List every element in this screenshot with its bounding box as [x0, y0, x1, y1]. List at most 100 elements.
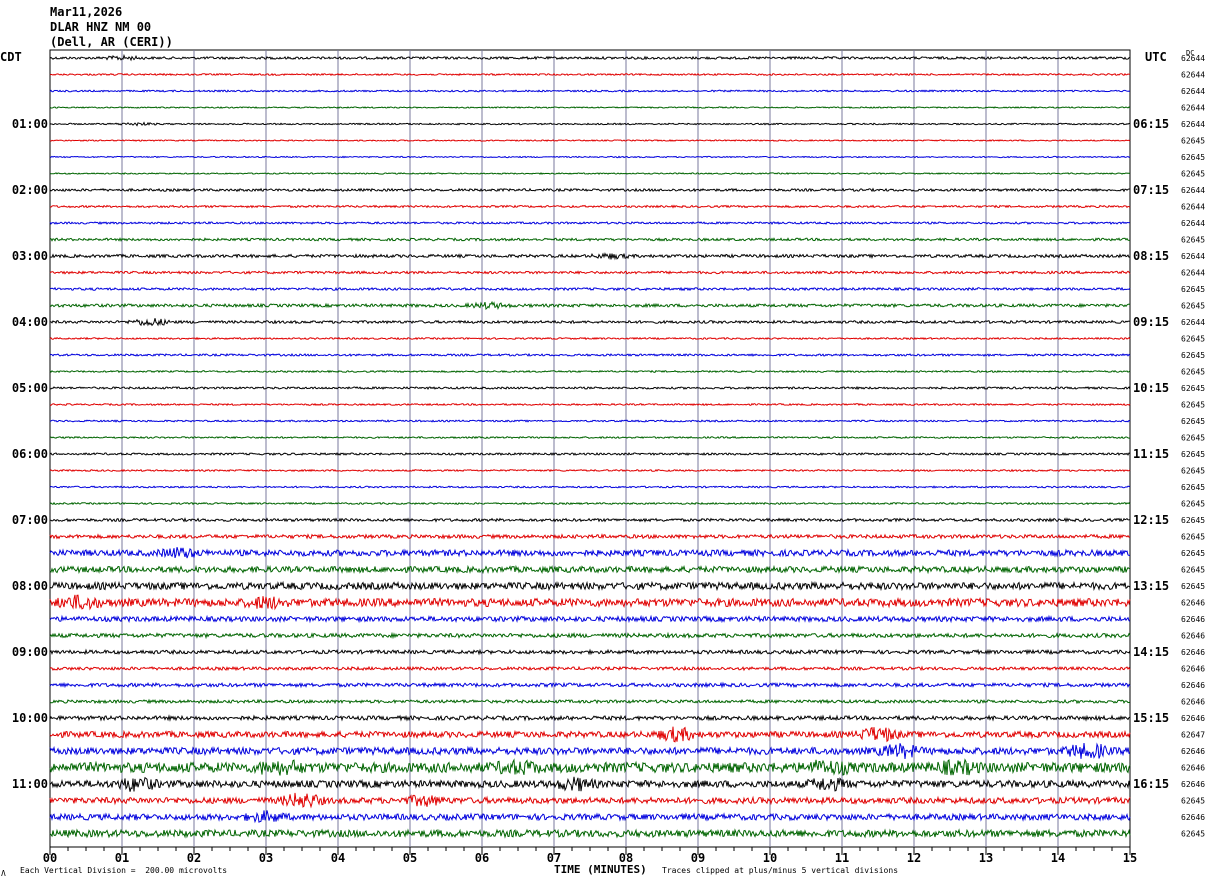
dc-offset-label: 62645	[1181, 500, 1205, 509]
dc-offset-label: 62644	[1181, 252, 1205, 261]
dc-offset-label: 62646	[1181, 599, 1205, 608]
trace-2	[49, 89, 1131, 93]
right-hour-label: 07:15	[1133, 183, 1169, 197]
dc-offset-label: 62646	[1181, 780, 1205, 789]
dc-offset-label: 62646	[1181, 681, 1205, 690]
x-tick-label: 12	[907, 851, 921, 865]
x-tick-label: 00	[43, 851, 57, 865]
dc-offset-labels: 62644 62644 62644 62644 62644 62645 62645 62645…	[1181, 54, 1205, 839]
dc-offset-label: 62645	[1181, 302, 1205, 311]
dc-offset-label: 62645	[1181, 566, 1205, 575]
dc-offset-label: 62644	[1181, 71, 1205, 80]
x-tick-label: 08	[619, 851, 633, 865]
dc-offset-label: 62646	[1181, 648, 1205, 657]
trace-24	[49, 452, 1131, 457]
dc-header-label: DC	[1186, 49, 1195, 57]
dc-offset-label: 62645	[1181, 236, 1205, 245]
trace-19	[49, 369, 1131, 374]
trace-12	[49, 252, 1131, 261]
left-hour-label: 09:00	[12, 645, 48, 659]
hour-labels: 01:00 02:00 03:00 04:00 05:00 06:00 07:00 08:00…	[12, 117, 1169, 791]
dc-offset-label: 62645	[1181, 368, 1205, 377]
dc-offset-label: 62645	[1181, 549, 1205, 558]
left-timezone-label: CDT	[0, 50, 22, 64]
dc-offset-label: 62645	[1181, 516, 1205, 525]
left-hour-label: 05:00	[12, 381, 48, 395]
trace-31	[49, 564, 1131, 575]
x-tick-label: 04	[331, 851, 345, 865]
trace-39	[49, 698, 1131, 705]
trace-8	[49, 187, 1130, 193]
dc-offset-label: 62644	[1181, 104, 1205, 113]
dc-offset-label: 62646	[1181, 665, 1205, 674]
corner-mark: Ʌ	[1, 869, 6, 878]
trace-32	[49, 580, 1131, 592]
dc-offset-label: 62644	[1181, 54, 1205, 63]
right-hour-label: 16:15	[1133, 777, 1169, 791]
trace-37	[49, 665, 1131, 672]
dc-offset-label: 62645	[1181, 434, 1205, 443]
dc-offset-label: 62646	[1181, 747, 1205, 756]
dc-offset-label: 62645	[1181, 830, 1205, 839]
trace-13	[49, 270, 1131, 275]
x-tick-label: 05	[403, 851, 417, 865]
right-hour-label: 15:15	[1133, 711, 1169, 725]
header-date: Mar11,2026	[50, 5, 123, 19]
dc-offset-label: 62644	[1181, 87, 1205, 96]
dc-offset-label: 62645	[1181, 137, 1205, 146]
header-station: DLAR HNZ NM 00	[50, 20, 152, 34]
dc-offset-label: 62645	[1181, 335, 1205, 344]
dc-offset-label: 62645	[1181, 351, 1205, 360]
left-hour-label: 07:00	[12, 513, 48, 527]
dc-offset-label: 62645	[1181, 483, 1205, 492]
trace-38	[49, 681, 1131, 689]
dc-offset-label: 62645	[1181, 582, 1205, 591]
dc-offset-label: 62645	[1181, 533, 1205, 542]
dc-offset-label: 62644	[1181, 219, 1205, 228]
x-tick-label: 07	[547, 851, 561, 865]
x-axis-ticks: 00 01 02 03 04 05 06 07 08 09 10 11 12 13 14 15	[43, 847, 1137, 865]
trace-20	[49, 385, 1131, 391]
trace-22	[49, 419, 1131, 423]
right-hour-label: 13:15	[1133, 579, 1169, 593]
trace-41	[49, 726, 1131, 743]
dc-offset-label: 62645	[1181, 417, 1205, 426]
trace-34	[49, 614, 1131, 624]
trace-15	[49, 300, 1131, 311]
dc-offset-label: 62644	[1181, 269, 1205, 278]
dc-offset-label: 62646	[1181, 615, 1205, 624]
dc-offset-label: 62646	[1181, 698, 1205, 707]
header-location: (Dell, AR (CERI))	[50, 35, 173, 49]
trace-35	[49, 631, 1131, 640]
trace-14	[49, 286, 1131, 292]
trace-4	[49, 121, 1131, 127]
trace-40	[49, 714, 1131, 722]
scale-note: Each Vertical Division = 200.00 microvol…	[20, 866, 228, 875]
dc-offset-label: 62644	[1181, 186, 1205, 195]
dc-offset-label: 62646	[1181, 632, 1205, 641]
right-hour-label: 10:15	[1133, 381, 1169, 395]
trace-28	[50, 517, 1131, 523]
left-hour-label: 04:00	[12, 315, 48, 329]
trace-42	[49, 742, 1131, 760]
trace-46	[49, 810, 1131, 824]
right-timezone-label: UTC	[1145, 50, 1167, 64]
seismic-traces	[49, 53, 1131, 839]
left-hour-label: 08:00	[12, 579, 48, 593]
left-hour-label: 10:00	[12, 711, 48, 725]
dc-offset-label: 62645	[1181, 170, 1205, 179]
trace-36	[49, 648, 1131, 656]
trace-3	[49, 106, 1131, 109]
trace-0	[49, 53, 1131, 62]
dc-offset-label: 62644	[1181, 203, 1205, 212]
dc-offset-label: 62645	[1181, 153, 1205, 162]
clip-note: Traces clipped at plus/minus 5 vertical …	[662, 866, 899, 875]
trace-10	[49, 221, 1131, 225]
right-hour-label: 14:15	[1133, 645, 1169, 659]
plot-frame	[49, 49, 1131, 848]
trace-44	[49, 776, 1131, 792]
x-tick-label: 03	[259, 851, 273, 865]
trace-11	[49, 237, 1131, 242]
trace-23	[49, 435, 1131, 440]
trace-21	[49, 402, 1131, 407]
